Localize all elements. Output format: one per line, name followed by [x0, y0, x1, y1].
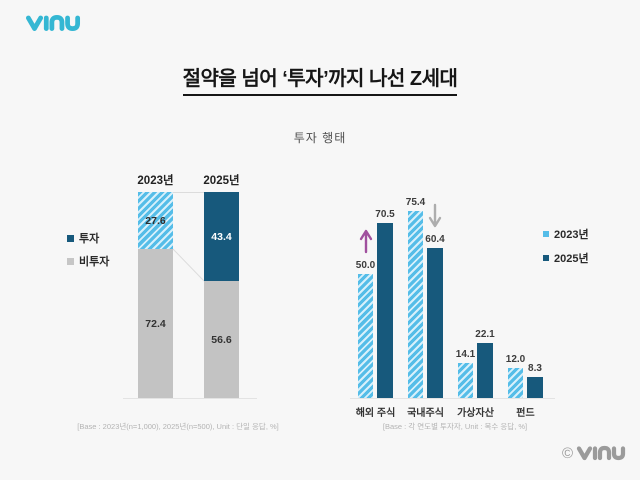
column-year-label: 2025년 [203, 175, 240, 187]
bar-2023 [408, 211, 423, 398]
category-label: 펀드 [516, 408, 535, 419]
grouped-axis-baseline [350, 398, 555, 399]
section-subtitle: 투자 행태 [293, 131, 347, 145]
column-year-label: 2023년 [137, 175, 174, 187]
bar-2025 [377, 223, 393, 398]
vinu-footer-logo-glyph [576, 445, 626, 461]
up-arrow-icon [359, 228, 373, 254]
copyright-icon: © [561, 444, 573, 462]
legend-swatch [67, 234, 74, 242]
bar-2023 [508, 368, 523, 398]
vinu-logo-glyph [25, 15, 81, 31]
stacked-segment-noninvestor: 56.6 [204, 281, 239, 398]
bar-2025 [527, 377, 543, 398]
bar-2023 [458, 363, 473, 398]
stacked-segment-investor: 27.6 [138, 192, 173, 249]
bar-value-label: 60.4 [425, 234, 445, 245]
bar-value-label: 22.1 [475, 329, 495, 340]
legend-label: 2025년 [554, 253, 589, 265]
legend-swatch [67, 257, 74, 265]
category-label: 해외 주식 [355, 408, 396, 419]
grouped-bar-chart: 50.0 70.5 해외 주식 75.4 60.4 국내주식 14.1 22.1 가상자산 12.… [350, 195, 555, 425]
category-label: 국내주식 [407, 408, 444, 419]
vinu-logo [25, 12, 81, 34]
bar-value-label: 70.5 [375, 209, 395, 220]
bar-value-label: 12.0 [505, 354, 526, 365]
stacked-segment-investor: 43.4 [204, 192, 239, 281]
bar-value-label: 8.3 [528, 363, 542, 374]
legend-label: 2023년 [554, 229, 589, 241]
bar-2023 [358, 274, 373, 398]
legend-item: 투자 [67, 230, 109, 246]
page-title: 절약을 넘어 ‘투자’까지 나선 Z세대 [182, 62, 458, 96]
bar-2025 [477, 343, 493, 398]
category-label: 가상자산 [457, 408, 494, 419]
legend-item: 비투자 [67, 253, 109, 269]
segment-connector-lines [173, 192, 204, 398]
bar-value-label: 75.4 [405, 197, 426, 208]
stacked-chart-footnote: [Base : 2023년(n=1,000), 2025년(n=500), Un… [77, 422, 279, 431]
stacked-bar-chart: 2023년 27.6 72.4 2025년 43.4 56.6 [123, 163, 263, 408]
header: 절약을 넘어 ‘투자’까지 나선 Z세대 [0, 62, 640, 96]
legend-item: 2023년 [543, 226, 589, 242]
footer-copyright-logo: © [562, 443, 626, 463]
stacked-axis-baseline [123, 398, 257, 399]
stacked-segment-noninvestor: 72.4 [138, 249, 173, 398]
bar-value-label: 14.1 [455, 349, 476, 360]
legend-label: 비투자 [79, 256, 110, 268]
down-arrow-icon [428, 203, 442, 229]
bar-2025 [427, 248, 443, 398]
grouped-chart-footnote: [Base : 각 연도별 투자자, Unit : 복수 응답, %] [382, 422, 528, 431]
legend-label: 투자 [79, 233, 100, 245]
legend-item: 2025년 [543, 250, 589, 266]
grouped-chart-legend: 2023년 2025년 [543, 226, 589, 266]
bar-value-label: 50.0 [355, 260, 376, 271]
legend-swatch [543, 255, 549, 261]
legend-swatch [543, 231, 549, 237]
